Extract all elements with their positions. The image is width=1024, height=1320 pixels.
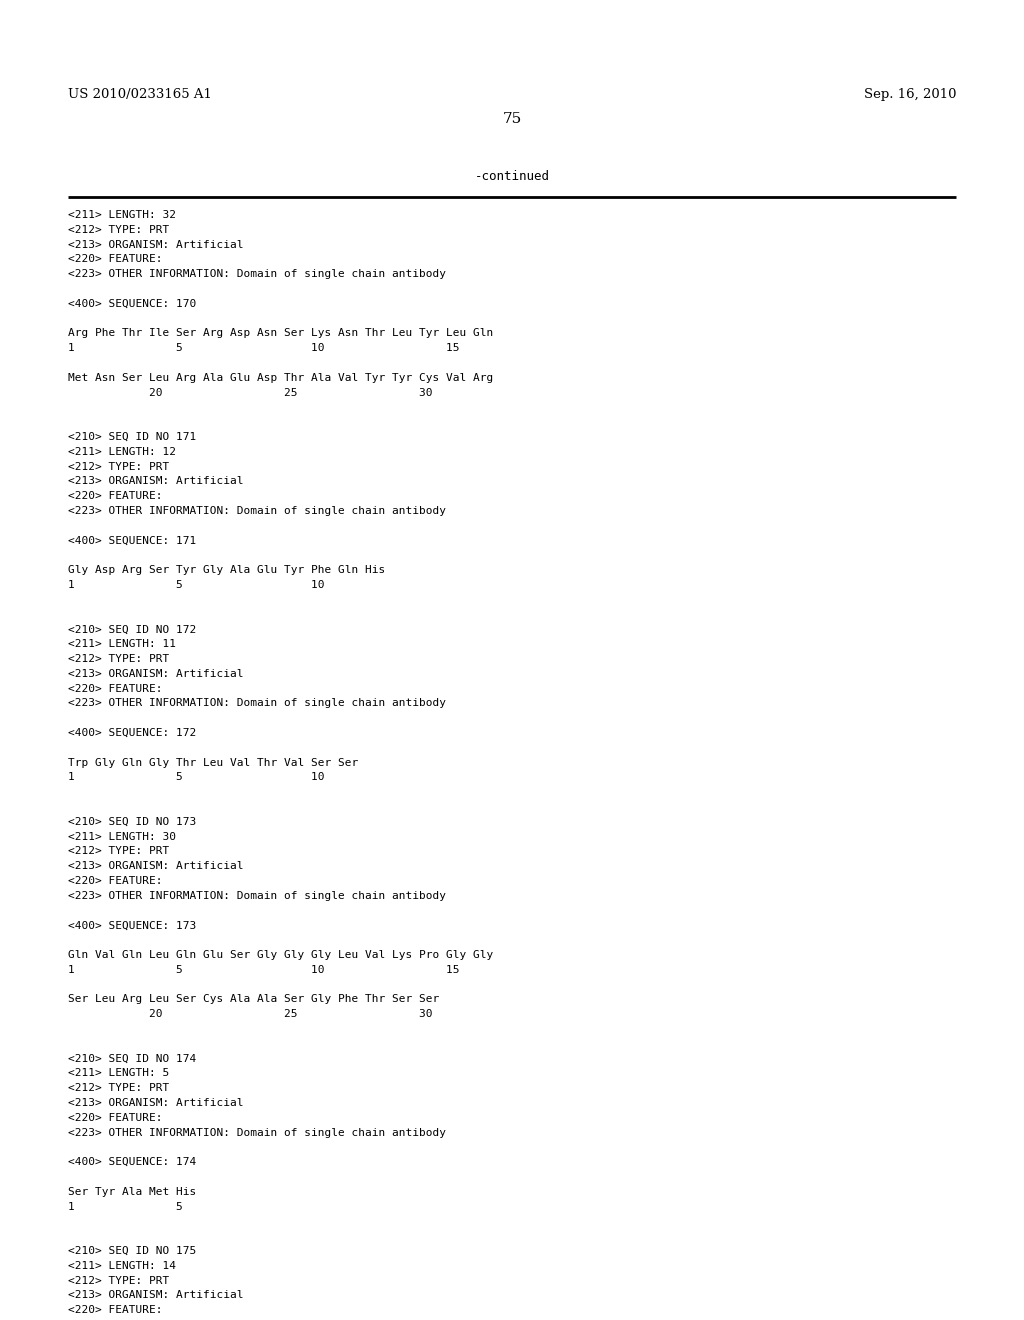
Text: <211> LENGTH: 32: <211> LENGTH: 32 xyxy=(68,210,176,220)
Text: Gly Asp Arg Ser Tyr Gly Ala Glu Tyr Phe Gln His: Gly Asp Arg Ser Tyr Gly Ala Glu Tyr Phe … xyxy=(68,565,385,576)
Text: <211> LENGTH: 11: <211> LENGTH: 11 xyxy=(68,639,176,649)
Text: <212> TYPE: PRT: <212> TYPE: PRT xyxy=(68,1275,169,1286)
Text: 20                  25                  30: 20 25 30 xyxy=(68,1010,432,1019)
Text: 20                  25                  30: 20 25 30 xyxy=(68,388,432,397)
Text: <223> OTHER INFORMATION: Domain of single chain antibody: <223> OTHER INFORMATION: Domain of singl… xyxy=(68,506,446,516)
Text: <210> SEQ ID NO 175: <210> SEQ ID NO 175 xyxy=(68,1246,197,1257)
Text: <211> LENGTH: 14: <211> LENGTH: 14 xyxy=(68,1261,176,1271)
Text: <400> SEQUENCE: 172: <400> SEQUENCE: 172 xyxy=(68,729,197,738)
Text: Trp Gly Gln Gly Thr Leu Val Thr Val Ser Ser: Trp Gly Gln Gly Thr Leu Val Thr Val Ser … xyxy=(68,758,358,768)
Text: <210> SEQ ID NO 173: <210> SEQ ID NO 173 xyxy=(68,817,197,826)
Text: <220> FEATURE:: <220> FEATURE: xyxy=(68,684,163,693)
Text: <223> OTHER INFORMATION: Domain of single chain antibody: <223> OTHER INFORMATION: Domain of singl… xyxy=(68,698,446,709)
Text: <220> FEATURE:: <220> FEATURE: xyxy=(68,1305,163,1315)
Text: <212> TYPE: PRT: <212> TYPE: PRT xyxy=(68,653,169,664)
Text: <220> FEATURE:: <220> FEATURE: xyxy=(68,255,163,264)
Text: Gln Val Gln Leu Gln Glu Ser Gly Gly Gly Leu Val Lys Pro Gly Gly: Gln Val Gln Leu Gln Glu Ser Gly Gly Gly … xyxy=(68,950,494,960)
Text: <223> OTHER INFORMATION: Domain of single chain antibody: <223> OTHER INFORMATION: Domain of singl… xyxy=(68,269,446,280)
Text: <210> SEQ ID NO 171: <210> SEQ ID NO 171 xyxy=(68,432,197,442)
Text: 1               5: 1 5 xyxy=(68,1201,182,1212)
Text: Ser Leu Arg Leu Ser Cys Ala Ala Ser Gly Phe Thr Ser Ser: Ser Leu Arg Leu Ser Cys Ala Ala Ser Gly … xyxy=(68,994,439,1005)
Text: <220> FEATURE:: <220> FEATURE: xyxy=(68,876,163,886)
Text: <223> OTHER INFORMATION: Domain of single chain antibody: <223> OTHER INFORMATION: Domain of singl… xyxy=(68,1127,446,1138)
Text: 1               5                   10                  15: 1 5 10 15 xyxy=(68,965,460,974)
Text: US 2010/0233165 A1: US 2010/0233165 A1 xyxy=(68,88,212,102)
Text: <213> ORGANISM: Artificial: <213> ORGANISM: Artificial xyxy=(68,477,244,486)
Text: <210> SEQ ID NO 172: <210> SEQ ID NO 172 xyxy=(68,624,197,635)
Text: <400> SEQUENCE: 171: <400> SEQUENCE: 171 xyxy=(68,536,197,545)
Text: <213> ORGANISM: Artificial: <213> ORGANISM: Artificial xyxy=(68,1291,244,1300)
Text: <212> TYPE: PRT: <212> TYPE: PRT xyxy=(68,1084,169,1093)
Text: 1               5                   10: 1 5 10 xyxy=(68,579,325,590)
Text: <211> LENGTH: 5: <211> LENGTH: 5 xyxy=(68,1068,169,1078)
Text: -continued: -continued xyxy=(474,170,550,183)
Text: 75: 75 xyxy=(503,112,521,125)
Text: <400> SEQUENCE: 174: <400> SEQUENCE: 174 xyxy=(68,1158,197,1167)
Text: <212> TYPE: PRT: <212> TYPE: PRT xyxy=(68,462,169,471)
Text: Ser Tyr Ala Met His: Ser Tyr Ala Met His xyxy=(68,1187,197,1197)
Text: <211> LENGTH: 30: <211> LENGTH: 30 xyxy=(68,832,176,842)
Text: 1               5                   10                  15: 1 5 10 15 xyxy=(68,343,460,354)
Text: <220> FEATURE:: <220> FEATURE: xyxy=(68,491,163,502)
Text: <212> TYPE: PRT: <212> TYPE: PRT xyxy=(68,846,169,857)
Text: <213> ORGANISM: Artificial: <213> ORGANISM: Artificial xyxy=(68,240,244,249)
Text: <400> SEQUENCE: 173: <400> SEQUENCE: 173 xyxy=(68,920,197,931)
Text: <211> LENGTH: 12: <211> LENGTH: 12 xyxy=(68,446,176,457)
Text: <223> OTHER INFORMATION: Domain of single chain antibody: <223> OTHER INFORMATION: Domain of singl… xyxy=(68,891,446,900)
Text: Sep. 16, 2010: Sep. 16, 2010 xyxy=(863,88,956,102)
Text: 1               5                   10: 1 5 10 xyxy=(68,772,325,783)
Text: <212> TYPE: PRT: <212> TYPE: PRT xyxy=(68,224,169,235)
Text: Arg Phe Thr Ile Ser Arg Asp Asn Ser Lys Asn Thr Leu Tyr Leu Gln: Arg Phe Thr Ile Ser Arg Asp Asn Ser Lys … xyxy=(68,329,494,338)
Text: <213> ORGANISM: Artificial: <213> ORGANISM: Artificial xyxy=(68,1098,244,1107)
Text: Met Asn Ser Leu Arg Ala Glu Asp Thr Ala Val Tyr Tyr Cys Val Arg: Met Asn Ser Leu Arg Ala Glu Asp Thr Ala … xyxy=(68,372,494,383)
Text: <213> ORGANISM: Artificial: <213> ORGANISM: Artificial xyxy=(68,861,244,871)
Text: <220> FEATURE:: <220> FEATURE: xyxy=(68,1113,163,1123)
Text: <210> SEQ ID NO 174: <210> SEQ ID NO 174 xyxy=(68,1053,197,1064)
Text: <400> SEQUENCE: 170: <400> SEQUENCE: 170 xyxy=(68,298,197,309)
Text: <213> ORGANISM: Artificial: <213> ORGANISM: Artificial xyxy=(68,669,244,678)
